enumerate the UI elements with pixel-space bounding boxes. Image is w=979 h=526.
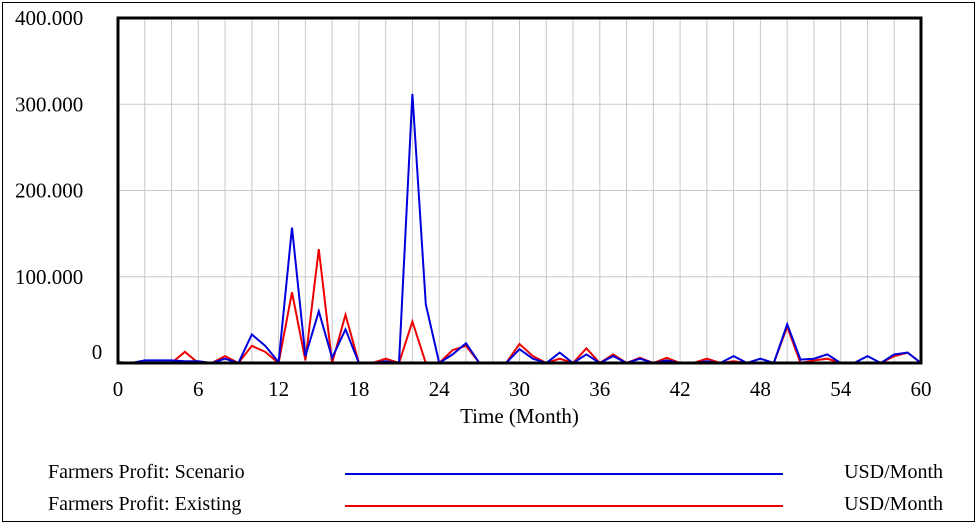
x-tick-labels: 0 6 12 18 24 30 36 42 48 54 60 [113, 377, 932, 401]
y-tick-label: 400.000 [15, 6, 83, 30]
y-tick-label: 0 [92, 340, 103, 364]
y-tick-labels: 0 100.000 200.000 300.000 400.000 [15, 6, 102, 364]
x-tick-label: 24 [429, 377, 451, 401]
y-tick-label: 300.000 [15, 92, 83, 116]
legend-swatch-scenario [345, 473, 783, 475]
x-tick-label: 18 [348, 377, 369, 401]
legend-label-scenario: Farmers Profit: Scenario [48, 461, 245, 483]
legend-unit-existing: USD/Month [844, 493, 943, 515]
x-tick-label: 6 [193, 377, 204, 401]
x-tick-label: 42 [670, 377, 691, 401]
line-chart: 0 6 12 18 24 30 36 42 48 54 60 0 100.000 200.000 300.… [15, 6, 932, 428]
plot-border [116, 16, 923, 365]
x-tick-label: 12 [268, 377, 289, 401]
x-tick-label: 48 [750, 377, 771, 401]
legend-label-existing: Farmers Profit: Existing [48, 493, 242, 515]
series-layer [117, 93, 922, 365]
x-tick-label: 36 [589, 377, 610, 401]
y-tick-label: 200.000 [15, 179, 83, 203]
legend-item-existing: Farmers Profit: Existing USD/Month [48, 493, 943, 517]
grid-lines [117, 17, 922, 364]
series-line-scenario [117, 93, 922, 365]
x-axis-label: Time (Month) [460, 404, 579, 428]
legend-item-scenario: Farmers Profit: Scenario USD/Month [48, 461, 943, 485]
y-tick-label: 100.000 [15, 265, 83, 289]
legend-unit-scenario: USD/Month [844, 461, 943, 483]
x-tick-label: 30 [509, 377, 530, 401]
x-tick-label: 54 [830, 377, 852, 401]
legend-swatch-existing [345, 505, 783, 507]
x-tick-label: 0 [113, 377, 124, 401]
x-tick-label: 60 [911, 377, 932, 401]
